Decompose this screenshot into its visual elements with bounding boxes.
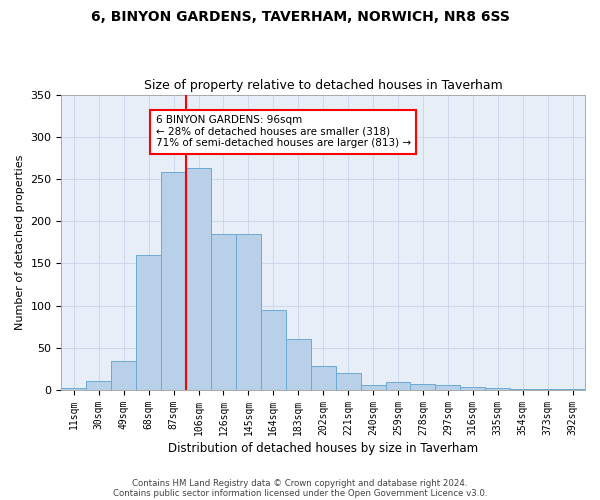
Bar — [436, 385, 460, 390]
Bar — [261, 310, 286, 390]
Bar — [211, 234, 236, 390]
Title: Size of property relative to detached houses in Taverham: Size of property relative to detached ho… — [144, 79, 503, 92]
Bar — [535, 389, 560, 390]
Bar — [460, 386, 485, 390]
Text: 6, BINYON GARDENS, TAVERHAM, NORWICH, NR8 6SS: 6, BINYON GARDENS, TAVERHAM, NORWICH, NR… — [91, 10, 509, 24]
Bar — [161, 172, 186, 390]
Y-axis label: Number of detached properties: Number of detached properties — [15, 154, 25, 330]
X-axis label: Distribution of detached houses by size in Taverham: Distribution of detached houses by size … — [168, 442, 478, 455]
Bar — [510, 389, 535, 390]
Bar — [86, 381, 111, 390]
Bar — [61, 388, 86, 390]
Bar — [560, 389, 585, 390]
Bar — [335, 373, 361, 390]
Bar — [311, 366, 335, 390]
Text: Contains HM Land Registry data © Crown copyright and database right 2024.: Contains HM Land Registry data © Crown c… — [132, 478, 468, 488]
Bar — [410, 384, 436, 390]
Bar — [236, 234, 261, 390]
Bar — [485, 388, 510, 390]
Bar — [286, 340, 311, 390]
Text: 6 BINYON GARDENS: 96sqm
← 28% of detached houses are smaller (318)
71% of semi-d: 6 BINYON GARDENS: 96sqm ← 28% of detache… — [155, 115, 411, 148]
Bar — [361, 385, 386, 390]
Bar — [111, 360, 136, 390]
Bar — [386, 382, 410, 390]
Bar — [186, 168, 211, 390]
Text: Contains public sector information licensed under the Open Government Licence v3: Contains public sector information licen… — [113, 488, 487, 498]
Bar — [136, 255, 161, 390]
